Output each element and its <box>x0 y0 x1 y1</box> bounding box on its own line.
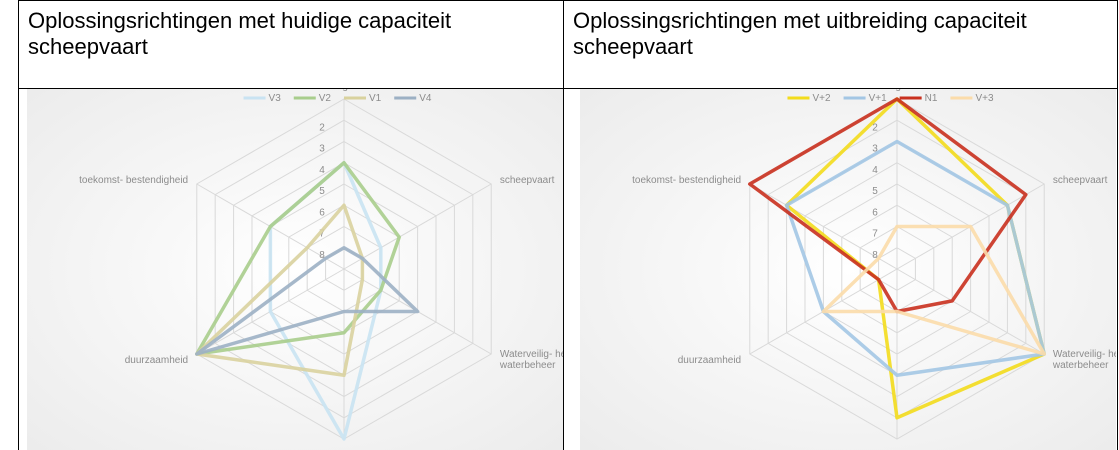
legend-label: V+2 <box>812 93 831 104</box>
grid-ring <box>841 204 953 334</box>
tick-label: 4 <box>872 165 878 176</box>
tick-label: 7 <box>872 229 878 240</box>
axis-label-line: Waterveilig- heid <box>500 349 563 360</box>
tick-label: 4 <box>319 165 325 176</box>
tick-label: 3 <box>319 144 325 155</box>
axis-label: Waterveilig- heidwaterbeheer <box>499 349 563 371</box>
chart-background <box>27 89 563 450</box>
legend-label: V1 <box>369 93 382 104</box>
legend-label: V4 <box>419 93 432 104</box>
axis-label: toekomst- bestendigheid <box>79 175 188 186</box>
grid-ring <box>214 119 474 419</box>
cell-title: Oplossingsrichtingen met uitbreiding cap… <box>573 8 1027 59</box>
series-line <box>195 161 401 356</box>
series-line <box>821 224 1046 356</box>
left-cell: Oplossingsrichtingen met huidige capacit… <box>18 0 563 450</box>
tick-label: 8 <box>319 250 325 261</box>
chart: 2 3 4 5 6 7 8 draagvlak scheepvaart Waterveilig- … <box>580 89 1116 450</box>
series-line <box>195 246 420 356</box>
chart: 2 3 4 5 6 7 8 draagvlak scheepvaart Waterveilig- … <box>27 89 563 450</box>
tick-label: 7 <box>319 229 325 240</box>
axis-label: scheepvaart <box>1053 175 1108 186</box>
tick-label: 2 <box>872 122 878 133</box>
legend-label: N1 <box>925 93 938 104</box>
table-top <box>18 0 1118 1</box>
tick-label: 5 <box>319 186 325 197</box>
axis-label: duurzaamheid <box>125 355 188 366</box>
series-line <box>784 139 1046 377</box>
tick-label: 8 <box>872 250 878 261</box>
tick-label: 6 <box>319 207 325 218</box>
cell-title: Oplossingsrichtingen met huidige capacit… <box>28 8 452 59</box>
legend-label: V+1 <box>869 93 888 104</box>
axis-label: scheepvaart <box>500 175 555 186</box>
axis-label: Waterveilig- heidwaterbeheer <box>1052 349 1116 371</box>
axis-label-line: waterbeheer <box>1052 360 1109 371</box>
legend-label: V2 <box>319 93 332 104</box>
axis-label-line: Waterveilig- heid <box>1053 349 1116 360</box>
tick-label: 2 <box>319 122 325 133</box>
chart-background <box>580 89 1116 450</box>
axis-label: draagvlak <box>875 89 919 92</box>
axis-label-line: waterbeheer <box>499 360 556 371</box>
axis-label: toekomst- bestendigheid <box>632 175 741 186</box>
tick-label: 5 <box>872 186 878 197</box>
legend-label: V+3 <box>975 93 994 104</box>
tick-label: 3 <box>872 144 878 155</box>
tick-label: 6 <box>872 207 878 218</box>
grid-ring <box>233 140 455 398</box>
axis-label: duurzaamheid <box>678 355 741 366</box>
axis-label: draagvlak <box>322 89 366 92</box>
row-divider <box>18 88 1118 89</box>
legend-label: V3 <box>269 93 282 104</box>
right-cell: Oplossingsrichtingen met uitbreiding cap… <box>563 0 1118 450</box>
